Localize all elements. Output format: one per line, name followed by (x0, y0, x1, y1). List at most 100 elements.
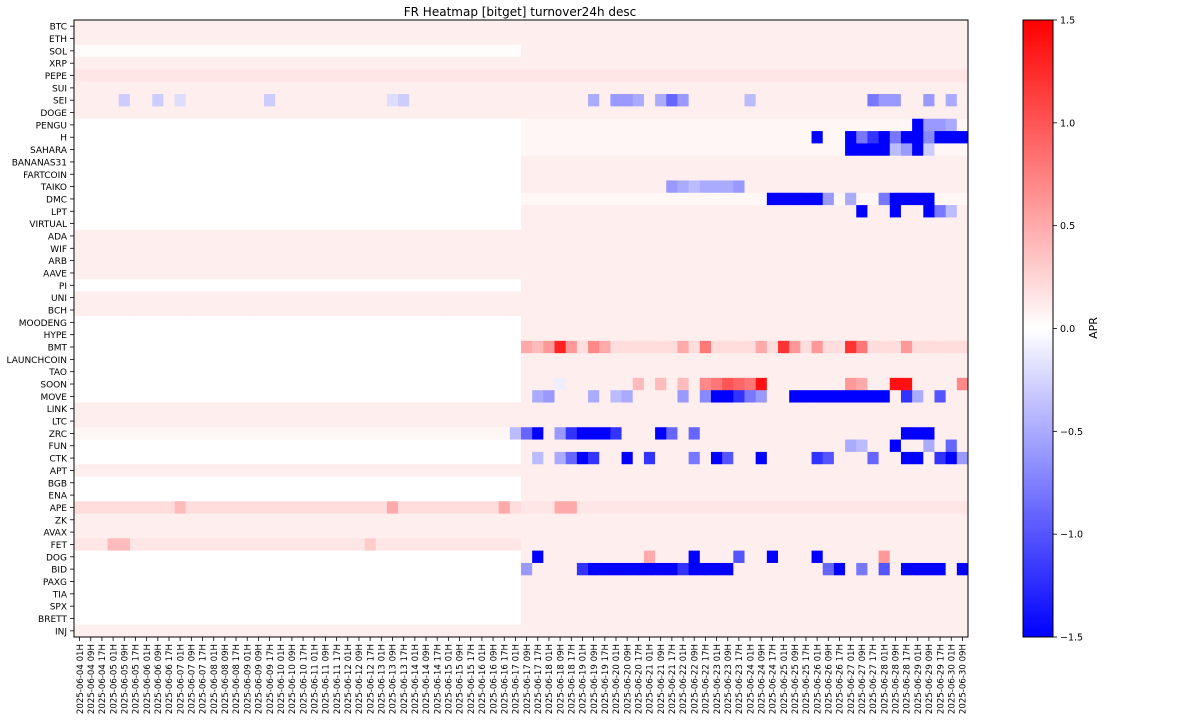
heatmap-cell (442, 587, 455, 601)
heatmap-cell (219, 353, 231, 366)
heatmap-cell (308, 279, 321, 292)
heatmap-cell (521, 57, 533, 70)
heatmap-cell (521, 488, 533, 502)
heatmap-cell (230, 525, 243, 539)
heatmap-cell (118, 143, 131, 157)
heatmap-cell (889, 254, 902, 268)
heatmap-cell (241, 217, 254, 231)
heatmap-cell (666, 155, 678, 169)
heatmap-cell (219, 32, 231, 46)
heatmap-cell (308, 316, 321, 329)
heatmap-cell (934, 180, 947, 194)
heatmap-cell (331, 254, 343, 268)
heatmap-cell (632, 254, 645, 268)
heatmap-cell (163, 131, 175, 144)
heatmap-cell (364, 131, 377, 144)
heatmap-cell (509, 57, 522, 70)
heatmap-cell (331, 316, 343, 329)
heatmap-cell (867, 106, 879, 120)
heatmap-cell (710, 217, 723, 231)
heatmap-cell (588, 81, 600, 95)
heatmap-cell (677, 155, 690, 169)
heatmap-cell (420, 118, 432, 132)
heatmap-cell (353, 205, 365, 218)
heatmap-cell (845, 328, 857, 342)
heatmap-cell (85, 217, 97, 231)
heatmap-cell (152, 279, 164, 292)
heatmap-cell (934, 155, 947, 169)
heatmap-cell (643, 365, 656, 379)
heatmap-cell (789, 303, 801, 317)
heatmap-cell (632, 291, 645, 305)
heatmap-cell (297, 32, 310, 46)
heatmap-cell (308, 57, 321, 70)
heatmap-cell (632, 488, 645, 502)
heatmap-cell (208, 451, 220, 465)
heatmap-cell (353, 365, 365, 379)
heatmap-cell (386, 118, 399, 132)
heatmap-cell (755, 464, 768, 477)
heatmap-cell (476, 316, 488, 329)
heatmap-cell (621, 118, 634, 132)
heatmap-cell (230, 513, 243, 527)
heatmap-cell (219, 316, 231, 329)
heatmap-cell (677, 303, 690, 317)
heatmap-cell (442, 57, 455, 70)
heatmap-cell (789, 464, 801, 477)
heatmap-cell (420, 377, 432, 391)
heatmap-cell (632, 501, 645, 514)
heatmap-cell (230, 217, 243, 231)
row-label: ETH (49, 35, 67, 45)
heatmap-cell (733, 20, 745, 33)
heatmap-cell (755, 451, 768, 465)
heatmap-cell (521, 106, 533, 120)
heatmap-cell (409, 390, 421, 403)
heatmap-cell (610, 599, 622, 613)
colorbar-tick-label: −1.0 (1060, 530, 1083, 541)
heatmap-cell (319, 180, 332, 194)
heatmap-cell (129, 328, 142, 342)
heatmap-cell (900, 279, 913, 292)
heatmap-cell (688, 242, 701, 255)
heatmap-cell (554, 439, 567, 453)
heatmap-cell (107, 205, 120, 218)
heatmap-cell (74, 427, 86, 440)
heatmap-cell (945, 143, 958, 157)
heatmap-cell (889, 118, 902, 132)
heatmap-cell (331, 229, 343, 243)
heatmap-cell (74, 303, 86, 317)
heatmap-cell (576, 488, 589, 502)
heatmap-cell (465, 538, 477, 552)
heatmap-cell (509, 328, 522, 342)
heatmap-cell (174, 143, 187, 157)
heatmap-cell (252, 155, 265, 169)
heatmap-cell (152, 44, 164, 58)
heatmap-cell (543, 279, 555, 292)
heatmap-cell (822, 402, 835, 416)
row-label: DOG (46, 553, 67, 563)
heatmap-cell (107, 279, 120, 292)
heatmap-cell (465, 192, 477, 206)
heatmap-cell (141, 168, 153, 181)
heatmap-cell (498, 414, 511, 428)
heatmap-cell (85, 353, 97, 366)
heatmap-cell (398, 353, 410, 366)
heatmap-cell (755, 390, 768, 403)
heatmap-cell (308, 106, 321, 120)
heatmap-cell (152, 427, 164, 440)
heatmap-cell (364, 303, 377, 317)
heatmap-cell (174, 599, 187, 613)
heatmap-cell (945, 624, 958, 638)
heatmap-cell (297, 316, 310, 329)
heatmap-cell (632, 414, 645, 428)
heatmap-cell (554, 414, 567, 428)
heatmap-cell (744, 353, 757, 366)
heatmap-cell (185, 365, 198, 379)
heatmap-cell (129, 414, 142, 428)
heatmap-cell (576, 205, 589, 218)
heatmap-cell (509, 81, 522, 95)
heatmap-cell (252, 94, 265, 107)
heatmap-cell (722, 69, 734, 83)
heatmap-cell (833, 513, 846, 527)
heatmap-cell (375, 168, 388, 181)
